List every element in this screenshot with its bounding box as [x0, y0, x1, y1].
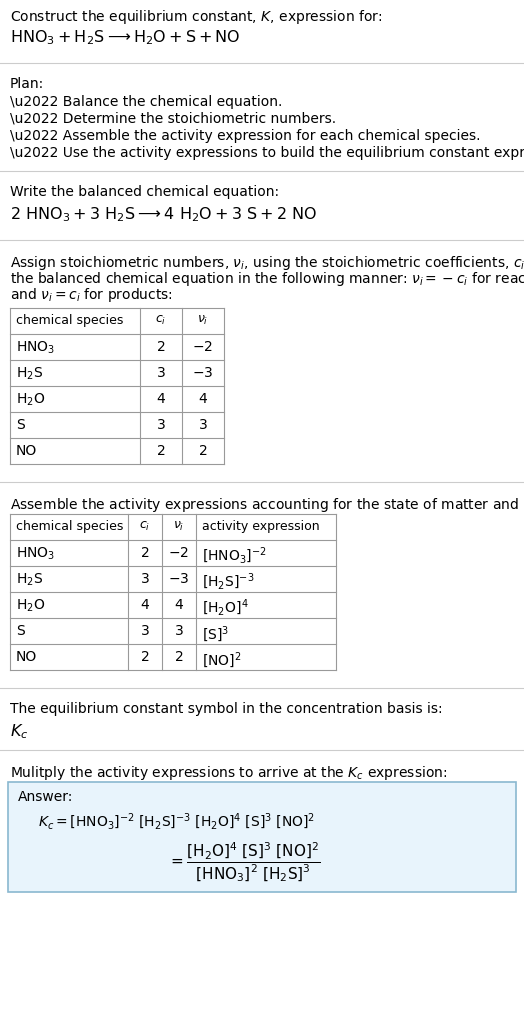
Text: 3: 3 — [157, 418, 166, 432]
Text: $[\mathrm{HNO_3}]^{-2}$: $[\mathrm{HNO_3}]^{-2}$ — [202, 546, 267, 567]
Text: $-3$: $-3$ — [192, 366, 214, 380]
Text: NO: NO — [16, 650, 37, 664]
Text: $-3$: $-3$ — [168, 572, 190, 586]
Text: $-2$: $-2$ — [192, 340, 213, 354]
Bar — [10, 514, 336, 670]
Text: \u2022 Determine the stoichiometric numbers.: \u2022 Determine the stoichiometric numb… — [10, 112, 336, 126]
Text: \u2022 Balance the chemical equation.: \u2022 Balance the chemical equation. — [10, 95, 282, 109]
Text: $[\mathrm{S}]^{3}$: $[\mathrm{S}]^{3}$ — [202, 624, 229, 644]
Text: NO: NO — [16, 444, 37, 458]
Text: 3: 3 — [199, 418, 208, 432]
Text: 2: 2 — [140, 546, 149, 560]
Text: chemical species: chemical species — [16, 520, 123, 533]
Text: $-2$: $-2$ — [169, 546, 190, 560]
Text: the balanced chemical equation in the following manner: $\nu_i = -c_i$ for react: the balanced chemical equation in the fo… — [10, 270, 524, 288]
Text: \u2022 Use the activity expressions to build the equilibrium constant expression: \u2022 Use the activity expressions to b… — [10, 146, 524, 160]
Text: $[\mathrm{H_2S}]^{-3}$: $[\mathrm{H_2S}]^{-3}$ — [202, 572, 255, 592]
Text: $[\mathrm{H_2O}]^{4}$: $[\mathrm{H_2O}]^{4}$ — [202, 598, 248, 619]
Text: $\mathrm{H_2O}$: $\mathrm{H_2O}$ — [16, 392, 45, 408]
Text: 4: 4 — [174, 598, 183, 612]
Text: 3: 3 — [140, 624, 149, 638]
Text: 3: 3 — [157, 366, 166, 380]
Text: S: S — [16, 624, 25, 638]
Text: $\mathrm{2\ HNO_3 + 3\ H_2S \longrightarrow 4\ H_2O + 3\ S + 2\ NO}$: $\mathrm{2\ HNO_3 + 3\ H_2S \longrightar… — [10, 205, 318, 224]
Text: activity expression: activity expression — [202, 520, 320, 533]
Text: 4: 4 — [199, 392, 208, 406]
Text: Answer:: Answer: — [18, 790, 73, 804]
Text: $\mathrm{HNO_3}$: $\mathrm{HNO_3}$ — [16, 546, 55, 563]
Text: 2: 2 — [157, 340, 166, 354]
Text: 2: 2 — [199, 444, 208, 458]
Text: 3: 3 — [174, 624, 183, 638]
Text: $K_c = [\mathrm{HNO_3}]^{-2}\ [\mathrm{H_2S}]^{-3}\ [\mathrm{H_2O}]^{4}\ [\mathr: $K_c = [\mathrm{HNO_3}]^{-2}\ [\mathrm{H… — [38, 812, 315, 832]
Text: 2: 2 — [140, 650, 149, 664]
Text: $\mathrm{H_2S}$: $\mathrm{H_2S}$ — [16, 366, 43, 383]
Text: $\mathrm{H_2O}$: $\mathrm{H_2O}$ — [16, 598, 45, 615]
Text: The equilibrium constant symbol in the concentration basis is:: The equilibrium constant symbol in the c… — [10, 702, 443, 716]
Text: 3: 3 — [140, 572, 149, 586]
Text: 4: 4 — [140, 598, 149, 612]
Text: Assemble the activity expressions accounting for the state of matter and $\nu_i$: Assemble the activity expressions accoun… — [10, 496, 524, 514]
Text: $\nu_i$: $\nu_i$ — [173, 520, 184, 533]
Bar — [10, 308, 224, 464]
Text: and $\nu_i = c_i$ for products:: and $\nu_i = c_i$ for products: — [10, 286, 173, 304]
Text: Mulitply the activity expressions to arrive at the $K_c$ expression:: Mulitply the activity expressions to arr… — [10, 764, 447, 782]
Text: $K_c$: $K_c$ — [10, 722, 28, 740]
Text: 2: 2 — [157, 444, 166, 458]
Text: $c_i$: $c_i$ — [139, 520, 150, 533]
FancyBboxPatch shape — [8, 782, 516, 892]
Text: Plan:: Plan: — [10, 77, 44, 91]
Text: $c_i$: $c_i$ — [156, 314, 167, 327]
Text: \u2022 Assemble the activity expression for each chemical species.: \u2022 Assemble the activity expression … — [10, 129, 481, 143]
Text: 4: 4 — [157, 392, 166, 406]
Text: Assign stoichiometric numbers, $\nu_i$, using the stoichiometric coefficients, $: Assign stoichiometric numbers, $\nu_i$, … — [10, 254, 524, 272]
Text: Construct the equilibrium constant, $K$, expression for:: Construct the equilibrium constant, $K$,… — [10, 8, 383, 26]
Text: $\mathrm{H_2S}$: $\mathrm{H_2S}$ — [16, 572, 43, 588]
Text: $\nu_i$: $\nu_i$ — [198, 314, 209, 327]
Text: 2: 2 — [174, 650, 183, 664]
Text: $[\mathrm{NO}]^{2}$: $[\mathrm{NO}]^{2}$ — [202, 650, 242, 670]
Text: $\mathrm{HNO_3}$: $\mathrm{HNO_3}$ — [16, 340, 55, 356]
Text: Write the balanced chemical equation:: Write the balanced chemical equation: — [10, 185, 279, 199]
Text: $= \dfrac{[\mathrm{H_2O}]^{4}\ [\mathrm{S}]^{3}\ [\mathrm{NO}]^{2}}{[\mathrm{HNO: $= \dfrac{[\mathrm{H_2O}]^{4}\ [\mathrm{… — [168, 840, 321, 883]
Text: $\mathrm{HNO_3 + H_2S \longrightarrow H_2O + S + NO}$: $\mathrm{HNO_3 + H_2S \longrightarrow H_… — [10, 28, 241, 47]
Text: S: S — [16, 418, 25, 432]
Text: chemical species: chemical species — [16, 314, 123, 327]
